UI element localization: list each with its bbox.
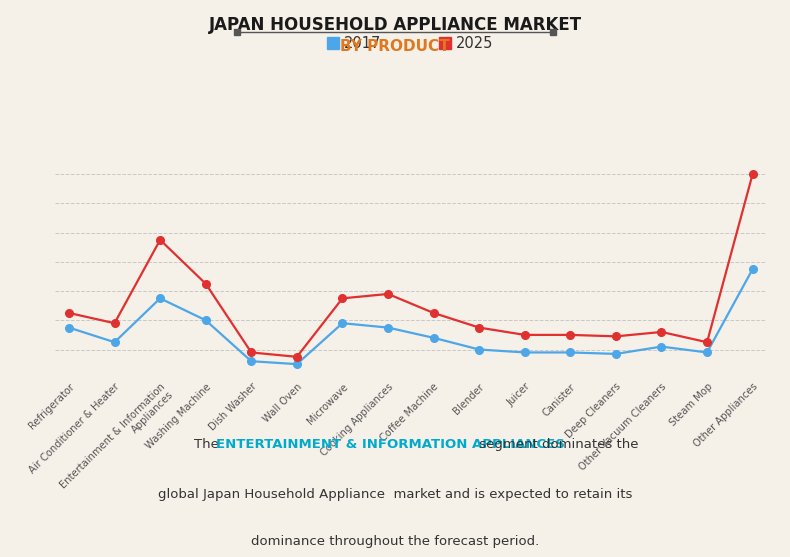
Text: JAPAN HOUSEHOLD APPLIANCE MARKET: JAPAN HOUSEHOLD APPLIANCE MARKET [209, 16, 581, 33]
Text: segment dominates the: segment dominates the [475, 438, 638, 451]
Text: BY PRODUCT: BY PRODUCT [340, 39, 450, 54]
Text: dominance throughout the forecast period.: dominance throughout the forecast period… [251, 535, 539, 548]
Legend: 2017, 2025: 2017, 2025 [322, 31, 499, 57]
Text: global Japan Household Appliance  market and is expected to retain its: global Japan Household Appliance market … [158, 488, 632, 501]
Text: ENTERTAINMENT & INFORMATION APPLIANCES: ENTERTAINMENT & INFORMATION APPLIANCES [216, 438, 565, 451]
Text: The: The [194, 438, 224, 451]
